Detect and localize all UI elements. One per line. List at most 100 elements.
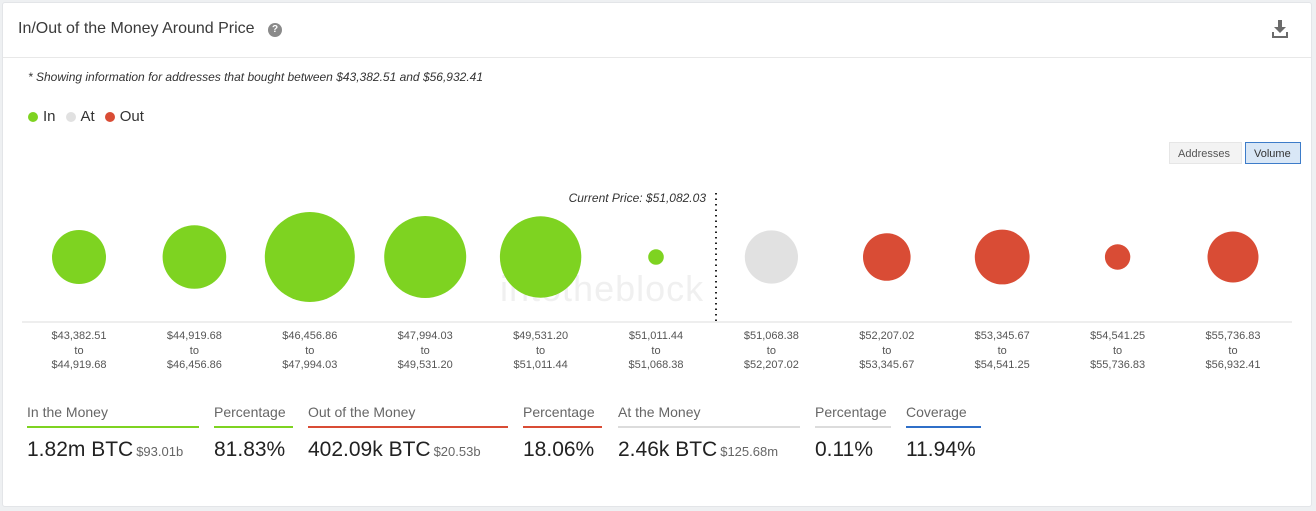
range-label-to: $46,456.86 bbox=[166, 359, 222, 371]
range-label: $53,345.67 to $54,541.25 bbox=[947, 329, 1057, 373]
stat-out-of-the-money: Out of the Money 402.09k BTC $20.53b bbox=[308, 404, 508, 462]
range-label-to: $44,919.68 bbox=[51, 359, 107, 371]
range-label-from: $54,541.25 bbox=[1090, 330, 1146, 342]
help-icon[interactable]: ? bbox=[268, 23, 282, 37]
range-label-to: $51,068.38 bbox=[628, 359, 684, 371]
legend-item-at[interactable]: At bbox=[65, 108, 95, 125]
stat-value: 0.11% bbox=[815, 438, 873, 461]
stat-coverage: Coverage 11.94% bbox=[906, 404, 981, 462]
stat-value: 11.94% bbox=[906, 438, 976, 461]
range-label: $44,919.68 to $46,456.86 bbox=[139, 329, 249, 373]
range-label-to: $55,736.83 bbox=[1090, 359, 1146, 371]
stat-main-value: 402.09k BTC bbox=[308, 438, 431, 461]
stat-at-percentage: Percentage 0.11% bbox=[815, 404, 891, 462]
range-label: $43,382.51 to $44,919.68 bbox=[24, 329, 134, 373]
range-label-to-word: to bbox=[74, 344, 84, 357]
legend-dot-in bbox=[28, 111, 38, 122]
bubble-in[interactable] bbox=[52, 230, 106, 284]
volume-toggle-button[interactable]: Volume bbox=[1245, 142, 1301, 164]
range-label-to-word: to bbox=[1228, 344, 1238, 357]
range-label-to-word: to bbox=[882, 344, 892, 357]
stat-main-value: 2.46k BTC bbox=[618, 438, 718, 461]
bubble-in[interactable] bbox=[264, 212, 355, 302]
bubble-in[interactable] bbox=[648, 249, 664, 265]
stat-label: In the Money bbox=[27, 404, 199, 428]
range-label: $55,736.83 to $56,932.41 bbox=[1178, 329, 1288, 373]
bubble-in[interactable] bbox=[162, 225, 227, 289]
legend-item-out[interactable]: Out bbox=[104, 108, 144, 125]
stat-in-percentage: Percentage 81.83% bbox=[214, 404, 293, 462]
stat-sub-value: $93.01b bbox=[136, 444, 184, 459]
stat-value: 402.09k BTC $20.53b bbox=[308, 438, 508, 462]
range-label-to-word: to bbox=[651, 344, 661, 357]
range-label-from: $51,011.44 bbox=[628, 330, 684, 342]
range-label-to-word: to bbox=[420, 344, 430, 357]
bubble-chart: Current Price: $51,082.03 bbox=[22, 191, 1292, 323]
range-label-from: $51,068.38 bbox=[743, 330, 799, 342]
range-label-to-word: to bbox=[1113, 344, 1123, 357]
range-label-to: $52,207.02 bbox=[743, 359, 799, 371]
stat-label: Percentage bbox=[214, 404, 293, 428]
legend-label-in: In bbox=[43, 108, 56, 125]
bubble-at[interactable] bbox=[744, 230, 799, 284]
range-label: $54,541.25 to $55,736.83 bbox=[1063, 329, 1173, 373]
range-label: $46,456.86 to $47,994.03 bbox=[255, 329, 365, 373]
range-label: $49,531.20 to $51,011.44 bbox=[486, 329, 596, 373]
current-price-label: Current Price: $51,082.03 bbox=[569, 191, 707, 205]
range-label-from: $55,736.83 bbox=[1205, 330, 1261, 342]
stat-out-percentage: Percentage 18.06% bbox=[523, 404, 602, 462]
legend-item-in[interactable]: In bbox=[28, 108, 56, 125]
download-icon[interactable] bbox=[1271, 19, 1289, 39]
range-label-to: $53,345.67 bbox=[859, 359, 915, 371]
stat-label: At the Money bbox=[618, 404, 800, 428]
stat-value: 18.06% bbox=[523, 438, 595, 461]
bubble-out[interactable] bbox=[1104, 244, 1131, 270]
addresses-toggle-button[interactable]: Addresses bbox=[1169, 142, 1242, 164]
stat-in-the-money: In the Money 1.82m BTC $93.01b bbox=[27, 404, 199, 462]
stat-sub-value: $20.53b bbox=[433, 444, 481, 459]
stat-sub-value: $125.68m bbox=[720, 444, 779, 459]
bubble-in[interactable] bbox=[499, 216, 582, 298]
stat-label: Out of the Money bbox=[308, 404, 508, 428]
bubble-in[interactable] bbox=[384, 216, 467, 298]
bubble-out[interactable] bbox=[863, 233, 911, 281]
range-label-from: $46,456.86 bbox=[282, 330, 338, 342]
range-label-to: $51,011.44 bbox=[513, 359, 568, 371]
range-label-to-word: to bbox=[189, 344, 199, 357]
stat-value: 2.46k BTC $125.68m bbox=[618, 438, 800, 462]
range-label-from: $52,207.02 bbox=[859, 330, 915, 342]
card-title: In/Out of the Money Around Price bbox=[18, 20, 255, 37]
legend-dot-out bbox=[104, 111, 115, 122]
stat-at-the-money: At the Money 2.46k BTC $125.68m bbox=[618, 404, 800, 462]
range-label-from: $53,345.67 bbox=[974, 330, 1030, 342]
range-label: $51,011.44 to $51,068.38 bbox=[601, 329, 711, 373]
legend-dot-at bbox=[65, 111, 76, 122]
legend-label-at: At bbox=[80, 108, 95, 125]
stat-main-value: 1.82m BTC bbox=[27, 438, 134, 461]
bubble-out[interactable] bbox=[1207, 231, 1259, 283]
range-label-from: $44,919.68 bbox=[166, 330, 222, 342]
range-label: $51,068.38 to $52,207.02 bbox=[716, 329, 826, 373]
range-label-to-word: to bbox=[766, 344, 776, 357]
legend-label-out: Out bbox=[119, 108, 144, 125]
range-label-to: $56,932.41 bbox=[1205, 359, 1261, 371]
bubble-out[interactable] bbox=[974, 229, 1030, 285]
range-label-from: $43,382.51 bbox=[51, 330, 107, 342]
range-label-to-word: to bbox=[536, 344, 546, 357]
range-label-to-word: to bbox=[305, 344, 315, 357]
range-label-to-word: to bbox=[997, 344, 1007, 357]
range-label-from: $49,531.20 bbox=[513, 330, 569, 342]
stat-value: 81.83% bbox=[214, 438, 286, 461]
stat-label: Coverage bbox=[906, 404, 981, 428]
range-label-to: $54,541.25 bbox=[974, 359, 1030, 371]
legend: In At Out bbox=[28, 108, 144, 125]
stat-label: Percentage bbox=[815, 404, 891, 428]
range-label-to: $49,531.20 bbox=[397, 359, 453, 371]
range-label: $52,207.02 to $53,345.67 bbox=[832, 329, 942, 373]
stat-value: 1.82m BTC $93.01b bbox=[27, 438, 199, 462]
card-header: In/Out of the Money Around Price ? bbox=[3, 3, 1311, 58]
stat-label: Percentage bbox=[523, 404, 602, 428]
range-label-from: $47,994.03 bbox=[397, 330, 453, 342]
info-note: * Showing information for addresses that… bbox=[28, 70, 483, 84]
range-label-to: $47,994.03 bbox=[282, 359, 338, 371]
